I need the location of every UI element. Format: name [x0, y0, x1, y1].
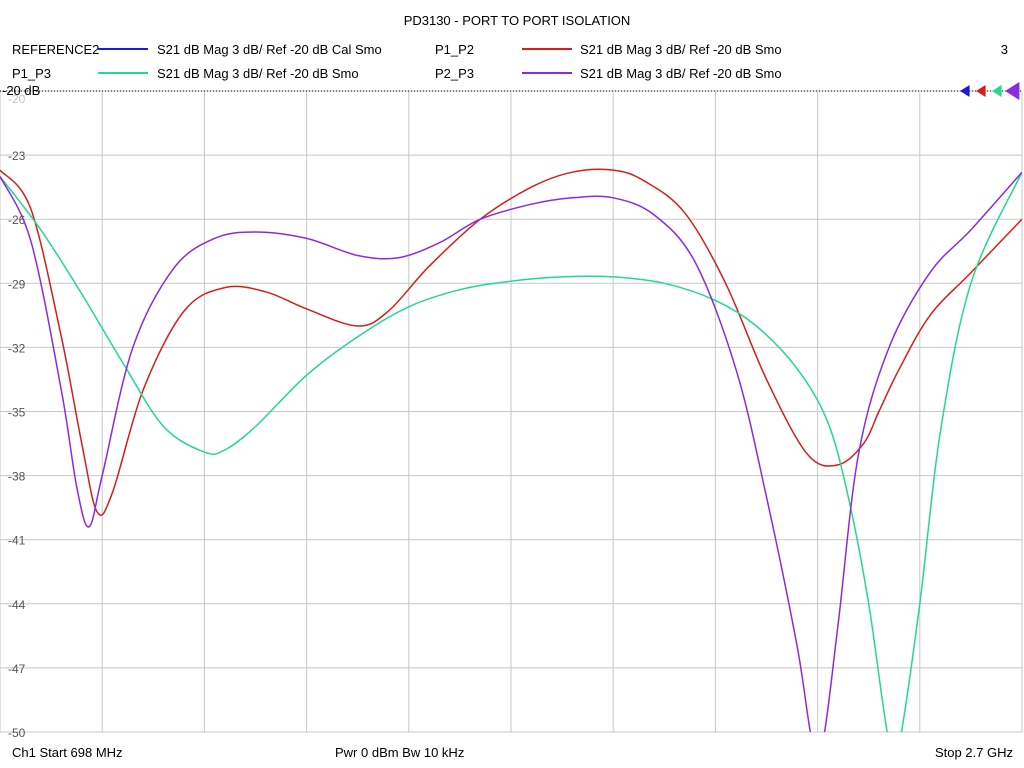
ref-marker-p2-p3 [1005, 82, 1020, 100]
legend-entry-reference2: REFERENCE2 S21 dB Mag 3 dB/ Ref -20 dB C… [12, 42, 382, 57]
legend-name-p2-p3: P2_P3 [435, 66, 474, 81]
y-tick-label: -29 [8, 277, 26, 291]
ref-marker-reference2 [960, 85, 970, 97]
footer-start: Ch1 Start 698 MHz [12, 745, 123, 760]
legend: REFERENCE2 S21 dB Mag 3 dB/ Ref -20 dB C… [12, 42, 1008, 81]
channel-number: 3 [1001, 42, 1008, 57]
legend-desc-p2-p3: S21 dB Mag 3 dB/ Ref -20 dB Smo [580, 66, 782, 81]
legend-name-reference2: REFERENCE2 [12, 42, 99, 57]
y-tick-label: -47 [8, 662, 26, 676]
y-tick-label: -32 [8, 341, 26, 355]
footer-stop: Stop 2.7 GHz [935, 745, 1013, 760]
chart-title: PD3130 - PORT TO PORT ISOLATION [404, 13, 631, 28]
y-tick-label: -38 [8, 470, 26, 484]
reference-label: -20 dB [2, 83, 40, 98]
grid [0, 90, 1023, 733]
y-tick-label: -23 [8, 149, 26, 163]
ref-marker-p1-p3 [992, 85, 1002, 97]
y-tick-label: -41 [8, 534, 26, 548]
series-line-p1-p2 [0, 168, 1022, 516]
y-tick-label: -44 [8, 598, 26, 612]
y-tick-label: -20 [8, 92, 26, 106]
legend-entry-p1-p2: P1_P2 S21 dB Mag 3 dB/ Ref -20 dB Smo [435, 42, 782, 57]
legend-desc-reference2: S21 dB Mag 3 dB/ Ref -20 dB Cal Smo [157, 42, 382, 57]
y-tick-labels: -20 -23 -26 -29 -32 -35 -38 -41 -44 -47 -50 [8, 92, 26, 740]
y-tick-label: -35 [8, 406, 26, 420]
y-tick-label: -26 [8, 213, 26, 227]
legend-name-p1-p3: P1_P3 [12, 66, 51, 81]
legend-entry-p1-p3: P1_P3 S21 dB Mag 3 dB/ Ref -20 dB Smo [12, 66, 359, 81]
legend-name-p1-p2: P1_P2 [435, 42, 474, 57]
y-tick-label: -50 [8, 726, 26, 740]
ref-marker-p1-p2 [976, 85, 986, 97]
reference-markers [960, 82, 1020, 100]
series-line-p1-p3 [0, 171, 1022, 732]
footer-power-bandwidth: Pwr 0 dBm Bw 10 kHz [335, 745, 464, 760]
legend-desc-p1-p3: S21 dB Mag 3 dB/ Ref -20 dB Smo [157, 66, 359, 81]
legend-entry-p2-p3: P2_P3 S21 dB Mag 3 dB/ Ref -20 dB Smo [435, 66, 782, 81]
series-layer [0, 168, 1022, 732]
series-line-p2-p3 [0, 171, 1022, 732]
legend-desc-p1-p2: S21 dB Mag 3 dB/ Ref -20 dB Smo [580, 42, 782, 57]
